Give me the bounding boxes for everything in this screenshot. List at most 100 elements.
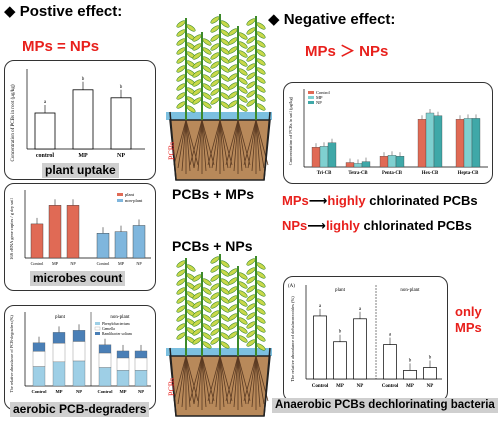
category-label: Control — [31, 261, 45, 266]
pot-pcbs-label: PCBs — [167, 142, 176, 160]
leaf — [228, 55, 238, 63]
dechlorinating-bar — [333, 341, 347, 380]
leaf — [256, 307, 266, 315]
leaf — [210, 337, 220, 345]
legend-mp: MP — [316, 95, 323, 100]
leaf — [256, 280, 266, 288]
legend-label-plant: plant — [125, 192, 135, 197]
leaf — [192, 43, 202, 51]
leaf — [256, 76, 266, 84]
category-label: NP — [136, 261, 142, 266]
leaf — [186, 105, 196, 113]
leaf — [238, 317, 248, 325]
leaf — [246, 267, 256, 275]
leaf — [246, 45, 256, 53]
positive-effect-title: Postive effect: — [19, 3, 123, 20]
dechl-group-plant: plant — [335, 288, 346, 293]
category-label: Hepta-CB — [458, 171, 480, 176]
arrow-right-icon: ⟶ — [308, 193, 328, 208]
microbes-bar — [48, 205, 62, 259]
chlorinated-bar — [417, 119, 427, 168]
leaf — [256, 94, 266, 102]
leaf — [256, 298, 266, 306]
leaf — [210, 34, 220, 42]
leaf — [210, 301, 220, 309]
negative-effect-title: Negative effect: — [283, 11, 396, 28]
leaf — [238, 95, 248, 103]
leaf — [238, 104, 248, 112]
mps-subject: MPs — [282, 193, 309, 208]
leaf — [246, 72, 256, 80]
leaf — [220, 74, 230, 82]
chlorinated-bar — [319, 146, 329, 168]
category-label: Hex-CB — [422, 171, 439, 176]
leaf — [238, 41, 248, 49]
leaf — [202, 341, 212, 349]
leaf — [210, 70, 220, 78]
leaf — [228, 100, 238, 108]
category-label: MP — [118, 261, 125, 266]
leaf — [210, 52, 220, 60]
leaf — [238, 50, 248, 58]
leaf — [176, 20, 186, 28]
leaf — [238, 77, 248, 85]
leaf — [256, 262, 266, 270]
category-label: NP — [138, 389, 144, 394]
category-label: Tri-CB — [317, 171, 332, 176]
leaf — [202, 323, 212, 331]
leaf — [256, 67, 266, 75]
leaf — [210, 283, 220, 291]
leaf — [220, 296, 230, 304]
legend-swatch-ramlibacter — [95, 332, 100, 335]
leaf — [202, 287, 212, 295]
leaf — [228, 28, 238, 36]
degrader-bar-segment — [72, 360, 86, 387]
chlorinated-bar — [361, 161, 371, 168]
negative-effect-heading: ◆ Negative effect: — [268, 10, 395, 28]
root — [185, 119, 199, 166]
leaf — [238, 326, 248, 334]
leaf — [228, 331, 238, 339]
mps-text: MPs — [455, 320, 482, 335]
leaf — [220, 323, 230, 331]
degrader-bar-segment — [116, 357, 130, 371]
leaf — [228, 91, 238, 99]
leaf — [210, 319, 220, 327]
category-label: MP — [52, 261, 59, 266]
leaf — [176, 74, 186, 82]
leaf — [176, 332, 186, 340]
dechlorinating-bar — [353, 318, 367, 380]
microbes-bar — [132, 225, 146, 259]
microbes-bar — [96, 233, 110, 259]
degrader-bar-segment — [98, 352, 112, 368]
root — [255, 119, 269, 166]
plant-pot-mps-illustration: PCBs — [166, 14, 272, 181]
leaf — [228, 286, 238, 294]
degrader-bar-segment — [98, 344, 112, 354]
leaf — [202, 332, 212, 340]
leaf — [192, 79, 202, 87]
plant-uptake-ylabel: Concentration of PCBs in root (μg/kg) — [11, 84, 16, 161]
plant-uptake-bar — [72, 89, 94, 150]
root — [185, 355, 199, 402]
leaf — [176, 29, 186, 37]
chlorinated-bar — [311, 147, 321, 168]
leaf — [210, 25, 220, 33]
leaf — [210, 265, 220, 273]
leaf — [246, 312, 256, 320]
leaf — [256, 22, 266, 30]
degrader-bar-segment — [32, 366, 46, 387]
leaf — [210, 97, 220, 105]
leaf — [246, 330, 256, 338]
leaf — [246, 285, 256, 293]
category-label: MP — [120, 389, 127, 394]
legend-swatch-plant — [117, 193, 123, 196]
leaf — [220, 47, 230, 55]
legend-swatch-phenylobacterium — [95, 322, 100, 325]
chlorinated-bar — [345, 162, 355, 168]
leaf — [238, 32, 248, 40]
significance-letter: b — [409, 358, 412, 363]
degrader-bar-segment — [52, 361, 66, 387]
leaf — [192, 274, 202, 282]
degrader-bar-segment — [98, 367, 112, 387]
